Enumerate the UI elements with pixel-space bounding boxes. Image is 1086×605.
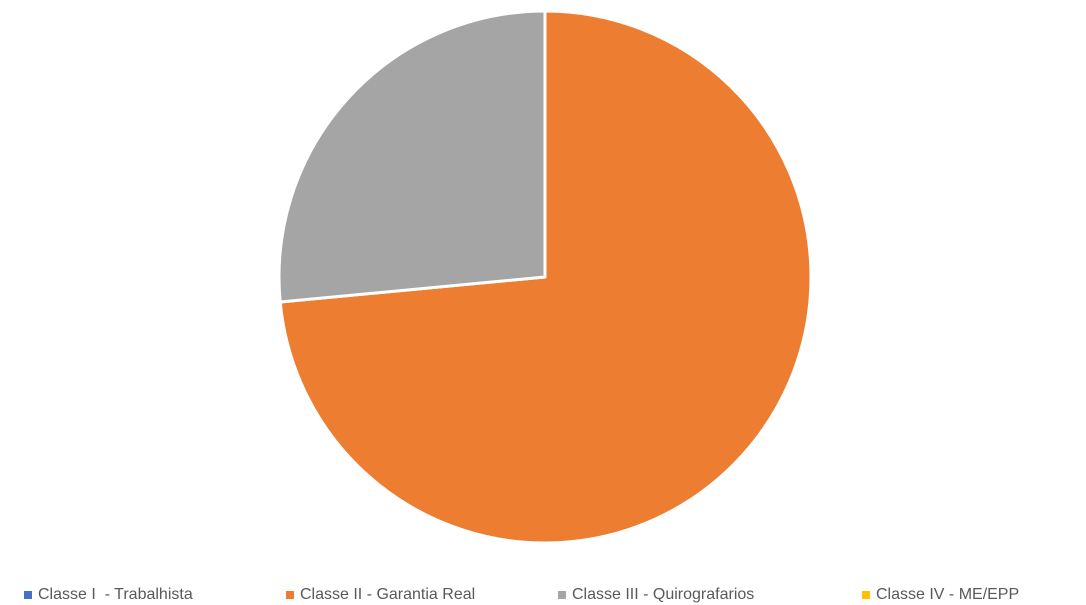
legend-item-classe-ii: Classe II - Garantia Real (286, 585, 475, 605)
legend-label-classe-iv: Classe IV - ME/EPP (876, 586, 1020, 603)
pie-slice-classe-iii (277, 9, 547, 304)
legend-item-classe-i: Classe I - Trabalhista (24, 585, 193, 605)
legend-label-classe-ii: Classe II - Garantia Real (300, 586, 476, 603)
legend-swatch-classe-iii (558, 591, 566, 599)
pie-plot-area (277, 9, 813, 545)
legend-swatch-classe-iv (862, 591, 870, 599)
legend-swatch-classe-i (24, 591, 32, 599)
legend-label-classe-iii: Classe III - Quirografarios (572, 586, 755, 603)
legend-label-classe-i: Classe I - Trabalhista (38, 586, 193, 603)
chart-legend: Classe I - Trabalhista Classe II - Garan… (0, 585, 1086, 605)
legend-item-classe-iv: Classe IV - ME/EPP (862, 585, 1019, 605)
legend-item-classe-iii: Classe III - Quirografarios (558, 585, 754, 605)
legend-swatch-classe-ii (286, 591, 294, 599)
